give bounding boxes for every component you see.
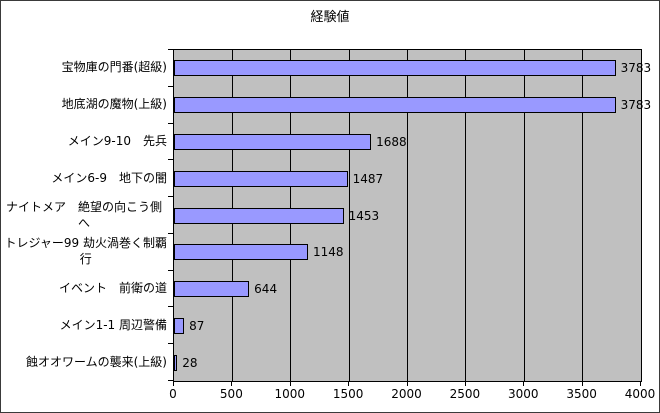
category-tick bbox=[168, 86, 173, 87]
bar bbox=[174, 207, 344, 224]
gridline bbox=[348, 50, 350, 381]
value-axis-tick bbox=[523, 382, 525, 386]
bar bbox=[174, 133, 372, 150]
bar-value-label: 3783 bbox=[620, 98, 652, 113]
category-tick bbox=[168, 123, 173, 124]
value-axis-tick-label: 0 bbox=[169, 387, 177, 401]
bar-value-label: 644 bbox=[254, 282, 278, 297]
bar-value-label: 3783 bbox=[620, 61, 652, 76]
value-axis-tick bbox=[406, 382, 408, 386]
gridline bbox=[582, 50, 584, 381]
category-label: トレジャー99 劫火渦巻く制覇 行 bbox=[4, 236, 168, 267]
category-tick bbox=[168, 270, 173, 271]
category-label: ナイトメア 絶望の向こう側へ bbox=[5, 199, 162, 230]
value-axis-tick-label: 2500 bbox=[449, 387, 481, 401]
bar-value-label: 87 bbox=[189, 318, 205, 333]
bar-value-label: 1487 bbox=[352, 171, 384, 186]
plot-area: 3783 3783 1688 1487 1453 1148 644 87 28 bbox=[173, 49, 651, 382]
value-axis-tick-label: 500 bbox=[219, 387, 243, 401]
bar bbox=[174, 281, 250, 298]
category-label: メイン9-10 先兵 bbox=[67, 133, 167, 148]
bar bbox=[174, 170, 348, 187]
value-axis-tick bbox=[640, 382, 641, 386]
gridline bbox=[523, 50, 525, 381]
category-tick bbox=[168, 306, 173, 307]
category-label: メイン6-9 地下の闇 bbox=[51, 170, 167, 185]
gridline bbox=[407, 50, 408, 381]
value-axis-tick bbox=[173, 382, 174, 386]
bar bbox=[174, 97, 616, 114]
bar bbox=[174, 244, 309, 261]
bar bbox=[174, 317, 185, 334]
value-axis-tick bbox=[348, 382, 350, 386]
bar-value-label: 1453 bbox=[348, 208, 380, 223]
bar-value-label: 1688 bbox=[376, 134, 407, 149]
value-axis-tick-label: 1000 bbox=[274, 387, 306, 401]
category-tick bbox=[168, 49, 173, 50]
bar bbox=[174, 60, 616, 77]
value-axis-tick bbox=[464, 382, 466, 386]
value-axis-tick-label: 3500 bbox=[566, 387, 597, 401]
category-tick bbox=[168, 159, 173, 160]
category-label: 宝物庫の門番(超級) bbox=[61, 60, 167, 75]
category-label: 蝕オオワームの襲来(上級) bbox=[25, 354, 167, 369]
category-label: 地底湖の魔物(上級) bbox=[61, 97, 167, 112]
value-axis-tick-label: 3000 bbox=[507, 387, 539, 401]
category-label: メイン1-1 周辺警備 bbox=[59, 317, 167, 332]
category-tick bbox=[168, 233, 173, 234]
bar-value-label: 28 bbox=[182, 355, 198, 370]
category-tick bbox=[168, 343, 173, 344]
category-label: イベント 前衛の道 bbox=[58, 281, 167, 296]
value-axis-tick bbox=[581, 382, 583, 386]
value-axis-tick bbox=[289, 382, 291, 386]
bar bbox=[174, 354, 178, 371]
category-tick bbox=[168, 380, 173, 381]
category-tick bbox=[168, 196, 173, 197]
value-axis-tick-label: 2000 bbox=[391, 387, 422, 401]
chart-title: 経験値 bbox=[310, 10, 350, 25]
value-axis-tick-label: 4000 bbox=[624, 387, 656, 401]
gridline bbox=[465, 50, 467, 381]
value-axis-tick bbox=[231, 382, 233, 386]
value-axis-tick-label: 1500 bbox=[332, 387, 364, 401]
bar-value-label: 1148 bbox=[313, 245, 344, 260]
